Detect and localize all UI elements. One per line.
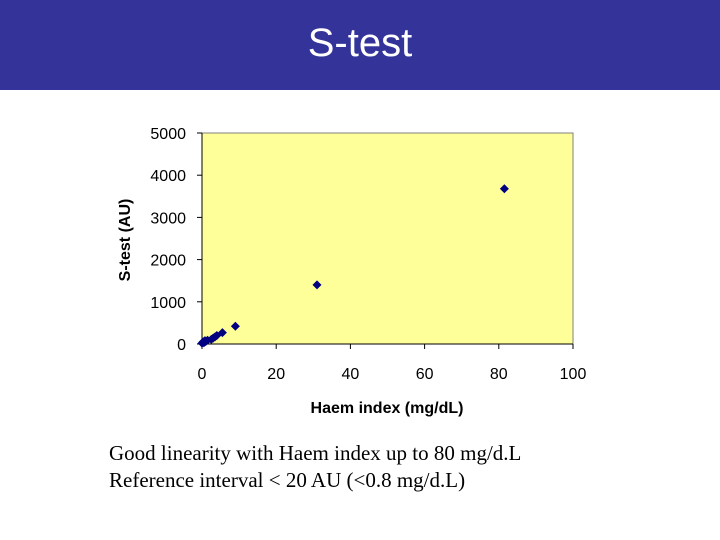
x-axis-label: Haem index (mg/dL) — [311, 400, 464, 417]
x-tick-label: 0 — [198, 366, 207, 383]
y-axis-label: S-test (AU) — [117, 199, 134, 282]
y-tick-label: 2000 — [150, 253, 186, 270]
x-tick-label: 60 — [416, 366, 434, 383]
y-tick-label: 4000 — [150, 168, 186, 185]
caption-line-1: Good linearity with Haem index up to 80 … — [109, 440, 521, 467]
x-tick-label: 20 — [267, 366, 285, 383]
y-tick-label: 5000 — [150, 126, 186, 143]
plot-area — [202, 133, 573, 344]
y-tick-label: 3000 — [150, 210, 186, 227]
x-tick-label: 100 — [560, 366, 587, 383]
x-tick-label: 80 — [490, 366, 508, 383]
y-tick-label: 1000 — [150, 295, 186, 312]
caption-line-2: Reference interval < 20 AU (<0.8 mg/d.L) — [109, 467, 521, 494]
caption: Good linearity with Haem index up to 80 … — [109, 440, 521, 494]
y-tick-label: 0 — [177, 337, 186, 354]
x-tick-label: 40 — [342, 366, 360, 383]
